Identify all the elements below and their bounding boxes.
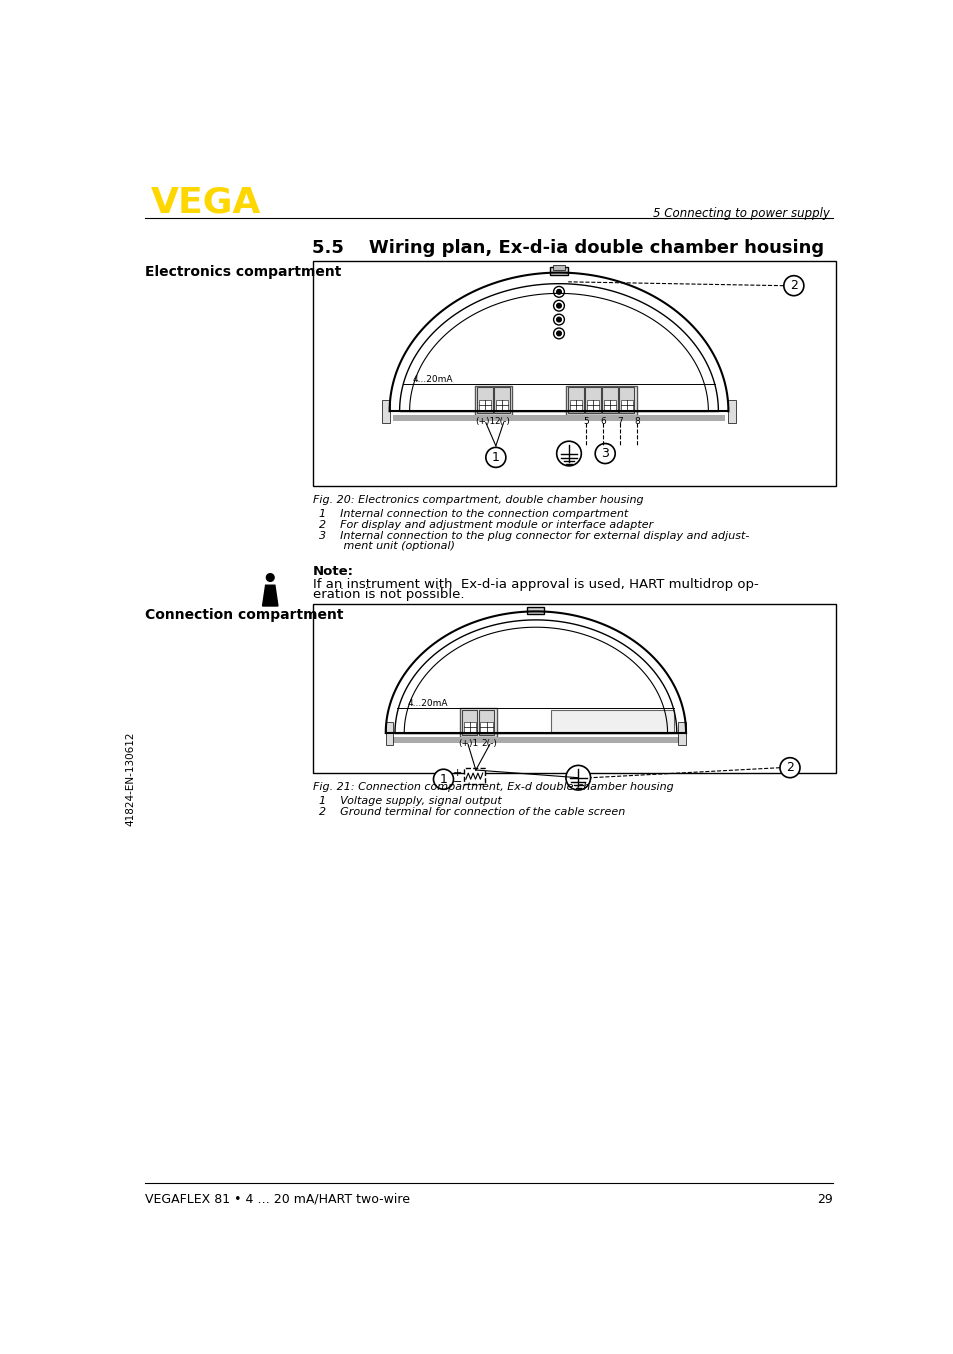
- Text: 1    Internal connection to the connection compartment: 1 Internal connection to the connection …: [318, 509, 627, 519]
- Text: 8: 8: [633, 417, 639, 427]
- FancyBboxPatch shape: [385, 722, 393, 745]
- Text: Connection compartment: Connection compartment: [145, 608, 343, 621]
- FancyBboxPatch shape: [678, 722, 685, 745]
- FancyBboxPatch shape: [586, 399, 598, 410]
- Polygon shape: [262, 585, 277, 607]
- FancyBboxPatch shape: [568, 387, 583, 413]
- FancyBboxPatch shape: [480, 722, 493, 733]
- Text: 7: 7: [617, 417, 622, 427]
- FancyBboxPatch shape: [496, 399, 508, 410]
- Text: 2(-): 2(-): [480, 739, 497, 749]
- Text: 4...20mA: 4...20mA: [413, 375, 453, 385]
- Text: 29: 29: [817, 1193, 832, 1206]
- Text: 1: 1: [439, 773, 447, 785]
- FancyBboxPatch shape: [459, 708, 497, 737]
- FancyBboxPatch shape: [569, 399, 581, 410]
- FancyBboxPatch shape: [618, 387, 634, 413]
- Text: 5: 5: [582, 417, 588, 427]
- Circle shape: [780, 758, 800, 777]
- Text: 3    Internal connection to the plug connector for external display and adjust-: 3 Internal connection to the plug connec…: [318, 531, 748, 540]
- FancyBboxPatch shape: [584, 387, 600, 413]
- FancyBboxPatch shape: [552, 265, 564, 269]
- Circle shape: [557, 332, 560, 336]
- Circle shape: [553, 287, 564, 298]
- Circle shape: [553, 328, 564, 338]
- FancyBboxPatch shape: [728, 399, 736, 422]
- Circle shape: [433, 769, 453, 789]
- Text: 5.5    Wiring plan, Ex-d-ia double chamber housing: 5.5 Wiring plan, Ex-d-ia double chamber …: [312, 240, 823, 257]
- Text: VEGA: VEGA: [151, 185, 261, 219]
- Circle shape: [553, 314, 564, 325]
- Text: Fig. 21: Connection compartment, Ex-d double chamber housing: Fig. 21: Connection compartment, Ex-d do…: [313, 783, 673, 792]
- Circle shape: [557, 441, 580, 466]
- FancyBboxPatch shape: [476, 387, 493, 413]
- FancyBboxPatch shape: [393, 416, 723, 421]
- Text: 2    Ground terminal for connection of the cable screen: 2 Ground terminal for connection of the …: [318, 807, 624, 816]
- Text: Note:: Note:: [313, 565, 354, 578]
- Text: Fig. 20: Electronics compartment, double chamber housing: Fig. 20: Electronics compartment, double…: [313, 496, 642, 505]
- Text: ment unit (optional): ment unit (optional): [318, 540, 455, 551]
- FancyBboxPatch shape: [603, 399, 616, 410]
- FancyBboxPatch shape: [381, 399, 389, 422]
- Text: +: +: [452, 768, 461, 779]
- Text: 2    For display and adjustment module or interface adapter: 2 For display and adjustment module or i…: [318, 520, 652, 529]
- Text: 41824-EN-130612: 41824-EN-130612: [126, 731, 135, 826]
- FancyBboxPatch shape: [478, 709, 494, 735]
- FancyBboxPatch shape: [475, 386, 512, 416]
- Circle shape: [485, 447, 505, 467]
- FancyBboxPatch shape: [478, 399, 491, 410]
- Text: eration is not possible.: eration is not possible.: [313, 588, 463, 601]
- Circle shape: [557, 290, 560, 294]
- FancyBboxPatch shape: [565, 386, 636, 416]
- Text: 2(-): 2(-): [495, 417, 510, 427]
- FancyBboxPatch shape: [461, 709, 476, 735]
- FancyBboxPatch shape: [620, 399, 632, 410]
- Text: 3: 3: [600, 447, 609, 460]
- Text: −: −: [452, 777, 461, 787]
- Bar: [313, 604, 836, 773]
- Circle shape: [553, 301, 564, 311]
- FancyBboxPatch shape: [549, 267, 568, 275]
- Text: 5 Connecting to power supply: 5 Connecting to power supply: [653, 207, 829, 221]
- Circle shape: [266, 574, 274, 581]
- Text: 4...20mA: 4...20mA: [407, 699, 447, 708]
- FancyBboxPatch shape: [494, 387, 509, 413]
- Text: (+)1: (+)1: [476, 417, 496, 427]
- FancyBboxPatch shape: [463, 722, 476, 733]
- Text: 1    Voltage supply, signal output: 1 Voltage supply, signal output: [318, 796, 501, 806]
- FancyBboxPatch shape: [463, 769, 484, 784]
- Text: 2: 2: [789, 279, 797, 292]
- Text: 1: 1: [492, 451, 499, 464]
- FancyBboxPatch shape: [601, 387, 617, 413]
- Text: (+)1: (+)1: [457, 739, 477, 749]
- Text: VEGAFLEX 81 • 4 … 20 mA/HART two-wire: VEGAFLEX 81 • 4 … 20 mA/HART two-wire: [145, 1193, 409, 1206]
- Circle shape: [783, 276, 803, 295]
- Circle shape: [557, 303, 560, 307]
- Text: 2: 2: [785, 761, 793, 774]
- Text: 6: 6: [599, 417, 605, 427]
- Text: If an instrument with  Ex-d-ia approval is used, HART multidrop op-: If an instrument with Ex-d-ia approval i…: [313, 578, 758, 590]
- FancyBboxPatch shape: [551, 709, 674, 731]
- Bar: [313, 261, 836, 486]
- Circle shape: [557, 317, 560, 322]
- Circle shape: [595, 444, 615, 463]
- FancyBboxPatch shape: [527, 607, 544, 613]
- Circle shape: [565, 765, 590, 789]
- Text: Electronics compartment: Electronics compartment: [145, 265, 341, 279]
- FancyBboxPatch shape: [389, 737, 681, 743]
